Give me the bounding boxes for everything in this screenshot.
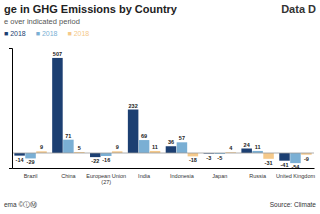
data-label: -29 — [27, 159, 35, 165]
data-label: -41 — [281, 162, 289, 168]
data-label: -54 — [291, 164, 300, 170]
data-label: -22 — [91, 158, 99, 164]
bar — [90, 153, 101, 157]
title: ge in GHG Emissions by Country — [4, 3, 178, 15]
bar — [25, 153, 36, 158]
x-tick: Japan — [212, 173, 227, 179]
x-tick: Indonesia — [170, 173, 195, 179]
data-label: 69 — [141, 133, 147, 139]
bar — [166, 146, 177, 153]
bar — [52, 58, 63, 153]
data-label: -3 — [206, 155, 211, 161]
x-tick-label: Japan — [212, 173, 227, 179]
x-tick: Russia — [249, 173, 267, 179]
x-axis-line — [13, 168, 315, 169]
data-label: -16 — [102, 157, 110, 163]
bars — [14, 58, 311, 163]
series — [36, 151, 311, 159]
legend-entry: ■ 2018 — [68, 30, 90, 37]
y-axis-line — [9, 49, 13, 169]
bar — [139, 140, 150, 153]
x-tick-label: United Kingdom — [276, 173, 316, 179]
x-tick-label: Indonesia — [170, 173, 195, 179]
y-axis — [9, 49, 13, 169]
x-tick-label: European Union(27) — [86, 173, 126, 185]
bar — [290, 153, 301, 163]
data-label: -14 — [16, 157, 25, 163]
data-label: 57 — [179, 135, 185, 141]
series — [14, 58, 289, 161]
x-tick: United Kingdom — [276, 173, 316, 179]
bar — [63, 140, 74, 153]
data-label: 9 — [116, 144, 119, 150]
bar — [128, 110, 139, 154]
x-tick-label: Brazil — [24, 173, 38, 179]
source-note: Source: Climate — [270, 201, 317, 208]
data-labels: -14 507 -22 232 36 -3 24 -41 -29 71 -16 69 57 -5 11 -54… — [16, 51, 309, 170]
bar — [241, 149, 252, 154]
footer-note: ema ©ⓘⓂ — [4, 201, 37, 208]
data-label: -5 — [217, 155, 222, 161]
x-tick: India — [138, 173, 151, 179]
bar — [279, 153, 290, 161]
data-label: 24 — [244, 142, 251, 148]
x-tick: Brazil — [24, 173, 38, 179]
top-right-note: Data D — [281, 3, 316, 15]
data-label: 9 — [40, 144, 43, 150]
x-tick-label: Russia — [249, 173, 267, 179]
bar — [177, 142, 188, 153]
bar — [188, 153, 199, 156]
data-label: 71 — [65, 133, 71, 139]
series — [25, 140, 300, 163]
subtitle: e over indicated period — [4, 17, 80, 26]
legend-entry: ■ 2018 — [4, 30, 26, 37]
legend-entry: ■ 2018 — [36, 30, 58, 37]
x-tick: European Union(27) — [86, 173, 126, 185]
data-label: -18 — [189, 157, 197, 163]
zero-line — [12, 153, 314, 154]
x-tick: China — [61, 173, 76, 179]
bar — [263, 153, 274, 159]
data-label: 11 — [255, 144, 261, 150]
data-label: 4 — [229, 145, 233, 151]
chart: ge in GHG Emissions by Country e over ind… — [0, 0, 320, 214]
data-label: 36 — [168, 139, 174, 145]
legend: ■ 2018 ■ 2018 ■ 2018 — [4, 30, 89, 37]
data-label: 11 — [152, 144, 158, 150]
data-label: 5 — [78, 145, 81, 151]
bar — [101, 153, 112, 156]
x-axis: Brazil China European Union(27) India Indone… — [13, 169, 316, 186]
data-label: 507 — [53, 51, 62, 57]
x-tick-label: China — [61, 173, 76, 179]
data-label: -31 — [265, 160, 273, 166]
data-label: 232 — [129, 103, 138, 109]
x-tick-label: India — [138, 173, 151, 179]
data-label: -9 — [304, 156, 309, 162]
